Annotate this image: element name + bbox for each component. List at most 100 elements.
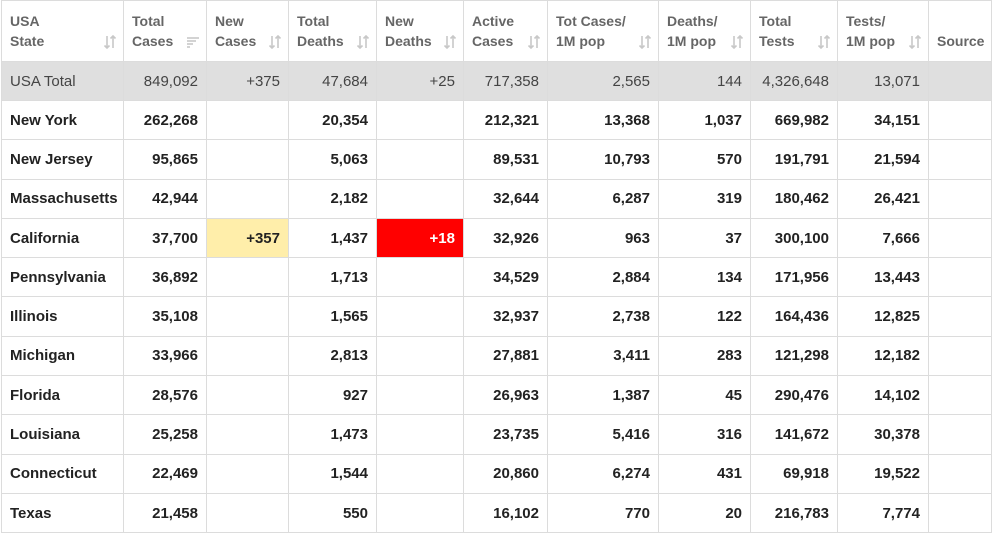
column-header-deaths-per-1m[interactable]: Deaths/1M pop: [658, 0, 751, 62]
column-header-total-deaths[interactable]: Total Deaths: [288, 0, 377, 62]
total-deaths-cell: 5,063: [288, 139, 377, 180]
new-cases-cell: [206, 335, 289, 377]
total-cases-cell: 28,576: [123, 375, 207, 416]
column-header-line2: Cases: [215, 33, 257, 49]
active-cases-cell: 26,963: [463, 375, 548, 416]
sort-icon[interactable]: [356, 35, 370, 49]
column-header-active-cases[interactable]: Active Cases: [463, 0, 548, 62]
tests-per-1m-cell: 14,102: [837, 375, 929, 416]
active-cases-cell: 34,529: [463, 257, 548, 298]
new-deaths-cell: [376, 492, 464, 534]
table-row: Massachusetts 42,944 2,182 32,644 6,287 319 18…: [1, 178, 992, 219]
state-cell[interactable]: Illinois: [1, 296, 124, 337]
source-cell: [928, 414, 992, 455]
active-cases-cell: 23,735: [463, 414, 548, 455]
sort-icon[interactable]: [443, 35, 457, 49]
total-cases-cell: 849,092: [123, 61, 207, 101]
active-cases-cell: 27,881: [463, 335, 548, 377]
new-cases-cell: [206, 414, 289, 455]
column-header-total-tests[interactable]: Total Tests: [750, 0, 838, 62]
deaths-per-1m-cell: 134: [658, 257, 751, 298]
column-header-new-deaths[interactable]: New Deaths: [376, 0, 464, 62]
deaths-per-1m-cell: 570: [658, 139, 751, 180]
cases-per-1m-cell: 770: [547, 492, 659, 534]
active-cases-cell: 32,926: [463, 217, 548, 259]
total-tests-cell: 121,298: [750, 335, 838, 377]
table-row: California 37,700 +357 1,437 +18 32,926 963 37 3…: [1, 217, 992, 259]
source-cell: [928, 217, 992, 259]
column-header-new-cases[interactable]: New Cases: [206, 0, 289, 62]
new-cases-cell: [206, 296, 289, 337]
state-cell[interactable]: Connecticut: [1, 453, 124, 494]
total-deaths-cell: 2,182: [288, 178, 377, 219]
new-deaths-cell: +18: [376, 217, 464, 259]
state-cell[interactable]: New Jersey: [1, 139, 124, 180]
table-row: Louisiana 25,258 1,473 23,735 5,416 316 141,67…: [1, 414, 992, 455]
column-header-source: Source: [928, 0, 992, 62]
tests-per-1m-cell: 13,443: [837, 257, 929, 298]
new-deaths-cell: [376, 414, 464, 455]
state-cell[interactable]: Florida: [1, 375, 124, 416]
column-header-line2: Tests: [759, 33, 795, 49]
new-cases-cell: +357: [206, 217, 289, 259]
active-cases-cell: 20,860: [463, 453, 548, 494]
total-tests-cell: 180,462: [750, 178, 838, 219]
tests-per-1m-cell: 12,182: [837, 335, 929, 377]
state-cell[interactable]: Michigan: [1, 335, 124, 377]
table-row: Florida 28,576 927 26,963 1,387 45 290,476 14,1…: [1, 375, 992, 416]
source-cell: [928, 61, 992, 101]
column-header-tests-per-1m[interactable]: Tests/1M pop: [837, 0, 929, 62]
total-cases-cell: 42,944: [123, 178, 207, 219]
sort-descending-icon[interactable]: [186, 35, 200, 49]
total-cases-cell: 33,966: [123, 335, 207, 377]
sort-icon[interactable]: [103, 35, 117, 49]
sort-icon[interactable]: [908, 35, 922, 49]
column-header-line2: Cases: [132, 33, 174, 49]
total-tests-cell: 69,918: [750, 453, 838, 494]
tests-per-1m-cell: 34,151: [837, 99, 929, 141]
state-cell[interactable]: New York: [1, 99, 124, 141]
table-row: Texas 21,458 550 16,102 770 20 216,783 7,774: [1, 492, 992, 534]
column-header-line1: New: [215, 13, 244, 29]
table-row: Connecticut 22,469 1,544 20,860 6,274 431 69,9…: [1, 453, 992, 494]
cases-per-1m-cell: 1,387: [547, 375, 659, 416]
state-cell[interactable]: Massachusetts: [1, 178, 124, 219]
tests-per-1m-cell: 13,071: [837, 61, 929, 101]
sort-icon[interactable]: [730, 35, 744, 49]
column-header-line1: Total: [132, 13, 165, 29]
deaths-per-1m-cell: 1,037: [658, 99, 751, 141]
sort-icon[interactable]: [638, 35, 652, 49]
new-deaths-cell: [376, 139, 464, 180]
total-tests-cell: 191,791: [750, 139, 838, 180]
deaths-per-1m-cell: 144: [658, 61, 751, 101]
column-header-cases-per-1m[interactable]: Tot Cases/1M pop: [547, 0, 659, 62]
new-deaths-cell: [376, 178, 464, 219]
new-deaths-cell: +25: [376, 61, 464, 101]
sort-icon[interactable]: [817, 35, 831, 49]
sort-icon[interactable]: [268, 35, 282, 49]
column-header-line1: Deaths/: [667, 13, 718, 29]
total-deaths-cell: 550: [288, 492, 377, 534]
column-header-line2: Deaths: [297, 33, 344, 49]
total-cases-cell: 37,700: [123, 217, 207, 259]
column-header-line2: Source: [937, 33, 985, 49]
column-header-total-cases[interactable]: Total Cases: [123, 0, 207, 62]
new-deaths-cell: [376, 375, 464, 416]
deaths-per-1m-cell: 431: [658, 453, 751, 494]
total-cases-cell: 262,268: [123, 99, 207, 141]
active-cases-cell: 212,321: [463, 99, 548, 141]
tests-per-1m-cell: 7,774: [837, 492, 929, 534]
sort-icon[interactable]: [527, 35, 541, 49]
state-cell[interactable]: Texas: [1, 492, 124, 534]
new-cases-cell: [206, 139, 289, 180]
header-row: USA State Total Cases New Cases Total Deaths…: [1, 0, 992, 62]
active-cases-cell: 16,102: [463, 492, 548, 534]
deaths-per-1m-cell: 20: [658, 492, 751, 534]
state-cell[interactable]: Pennsylvania: [1, 257, 124, 298]
state-cell[interactable]: California: [1, 217, 124, 259]
column-header-line1: New: [385, 13, 414, 29]
column-header-state[interactable]: USA State: [1, 0, 124, 62]
state-cell[interactable]: Louisiana: [1, 414, 124, 455]
source-cell: [928, 335, 992, 377]
